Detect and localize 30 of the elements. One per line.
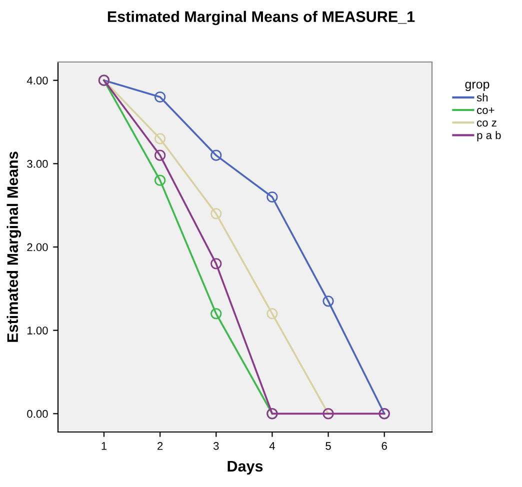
point: [266, 191, 278, 203]
y-axis-title: Estimated Marginal Means: [6, 152, 22, 342]
point: [266, 308, 278, 320]
point: [322, 296, 334, 307]
y-tick-label: 3.00: [27, 160, 48, 168]
x-tick-label: 5: [326, 442, 331, 450]
x-tick-label: 6: [382, 442, 387, 450]
legend-label: p a b: [477, 131, 501, 142]
x-tick-label: 3: [213, 442, 219, 450]
point: [154, 91, 166, 103]
x-axis-title: Days: [228, 460, 263, 475]
chart-title: Estimated Marginal Means of MEASURE_1: [108, 10, 415, 26]
point: [210, 150, 222, 161]
point: [210, 208, 222, 220]
point: [210, 258, 222, 270]
legend-label: co z: [477, 120, 496, 127]
point: [154, 133, 166, 144]
y-tick-label: 0.00: [27, 410, 48, 418]
point: [154, 150, 166, 161]
legend-title: grop: [465, 82, 490, 92]
x-tick-label: 1: [102, 442, 107, 450]
legend-label: co+: [477, 107, 494, 114]
y-tick-label: 4.00: [26, 76, 48, 84]
point: [210, 308, 222, 320]
y-tick-label: 1.00: [28, 326, 48, 334]
point: [154, 174, 166, 186]
x-tick-label: 2: [158, 442, 163, 450]
x-tick-label: 4: [269, 442, 275, 450]
legend-label: sh: [476, 93, 488, 102]
y-tick-label: 2.00: [27, 243, 48, 252]
